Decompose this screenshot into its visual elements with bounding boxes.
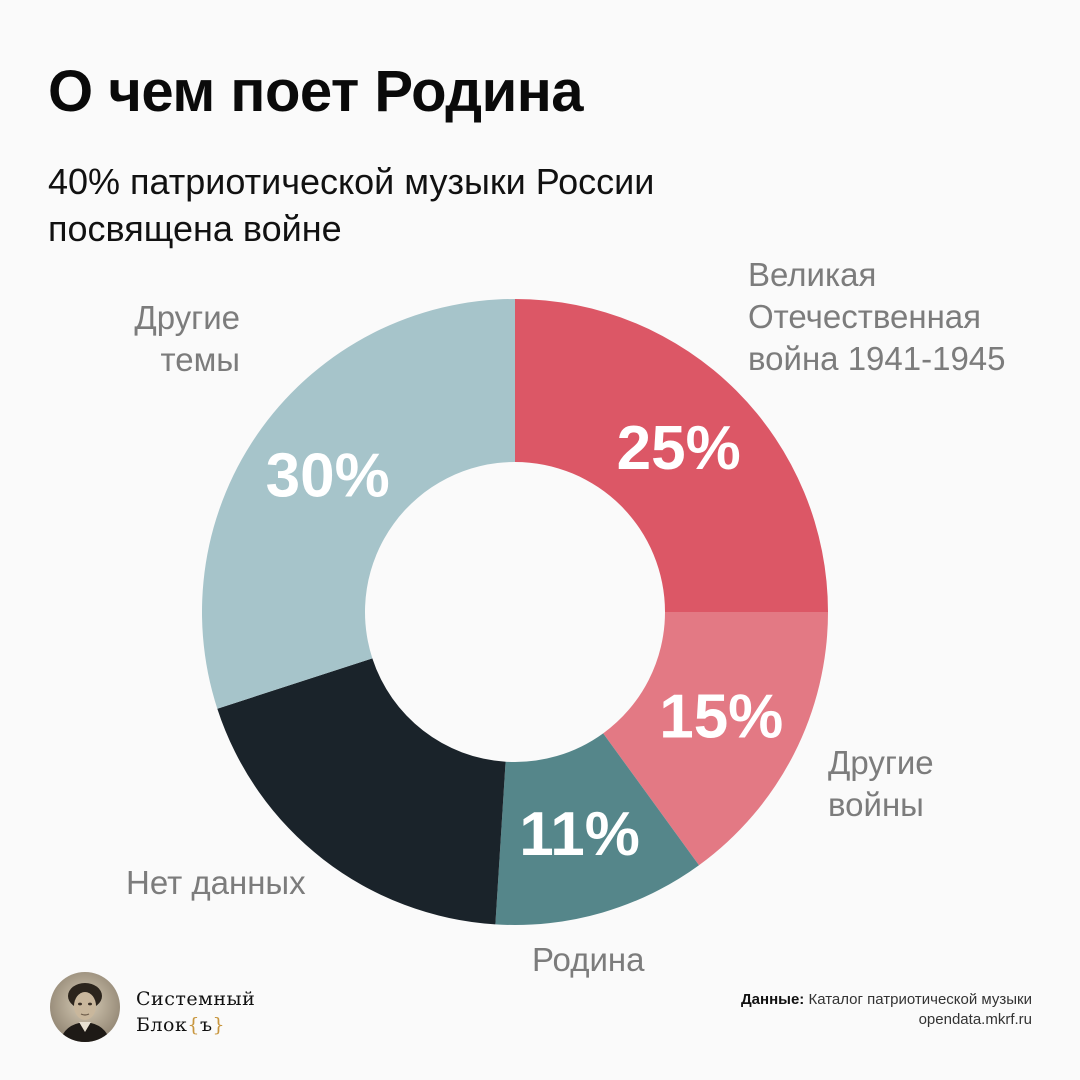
avatar	[50, 972, 120, 1042]
slice-3	[217, 658, 506, 925]
label-no-data: Нет данных	[126, 864, 306, 901]
donut-slices	[201, 299, 828, 925]
source-label: Данные:	[740, 991, 805, 1008]
source-note: Данные: Каталог патриотической музыки op…	[741, 990, 1032, 1030]
value-label-0: 25%	[617, 414, 741, 483]
brand-open-brace: {	[187, 1014, 200, 1036]
value-label-4: 30%	[266, 441, 390, 510]
brand-word: Блок	[136, 1014, 188, 1036]
slice-2	[495, 733, 699, 925]
donut-value-labels: 25% 15% 11% 30%	[266, 414, 784, 869]
brand-name: Системный Блок{ъ}	[136, 986, 255, 1038]
portrait-icon	[50, 972, 120, 1042]
label-great-patriotic-war: Великая Отечественная война 1941-1945	[748, 256, 1006, 377]
slice-4	[201, 299, 515, 709]
label-other-topics: Другие темы	[134, 299, 240, 378]
slice-1	[603, 612, 828, 866]
brand-line-2: Блок{ъ}	[136, 1012, 255, 1038]
chart-title: О чем поет Родина	[48, 59, 584, 124]
source-name: Каталог патриотической музыки	[808, 991, 1032, 1008]
source-url: opendata.mkrf.ru	[918, 1011, 1032, 1028]
brand-close-brace: }	[212, 1014, 226, 1036]
value-label-1: 15%	[659, 683, 783, 752]
brand-line-1: Системный	[136, 988, 256, 1010]
label-rodina: Родина	[532, 941, 645, 978]
slice-0	[515, 299, 828, 612]
label-other-wars: Другие войны	[828, 744, 934, 823]
brand-glyph: ъ	[199, 1014, 213, 1036]
chart-subtitle: 40% патриотической музыки России посвяще…	[48, 161, 655, 249]
value-label-2: 11%	[519, 800, 640, 869]
